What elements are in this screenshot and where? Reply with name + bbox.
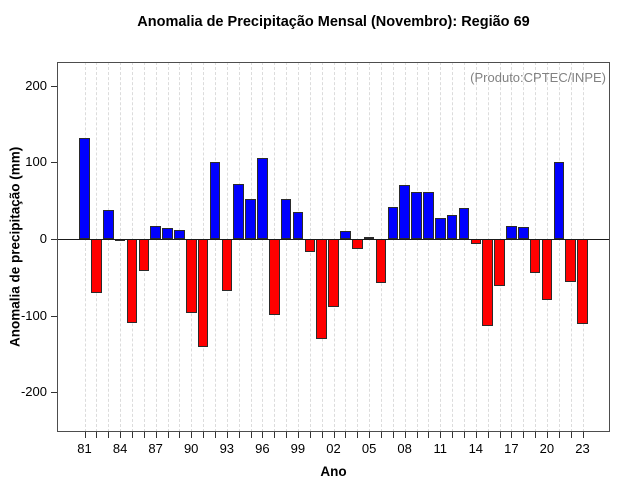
x-tick-label: 99 <box>290 441 306 456</box>
y-tick-label: 200 <box>25 77 47 93</box>
x-tick <box>369 432 371 438</box>
chart-title: Anomalia de Precipitação Mensal (Novembr… <box>137 14 530 30</box>
x-tick <box>535 432 537 438</box>
source-annotation: (Produto:CPTEC/INPE) <box>470 70 606 85</box>
x-tick <box>333 432 335 438</box>
x-tick <box>179 432 181 438</box>
x-tick <box>286 432 288 438</box>
y-tick-label: 100 <box>25 154 47 170</box>
x-tick <box>428 432 430 438</box>
x-tick <box>380 432 382 438</box>
y-tick-label: -200 <box>20 384 47 400</box>
y-tick <box>51 85 57 87</box>
x-tick-label: 87 <box>148 441 163 456</box>
x-tick <box>440 432 442 438</box>
x-tick <box>262 432 264 438</box>
x-tick <box>120 432 122 438</box>
x-tick-label: 08 <box>397 441 412 456</box>
y-axis-title: Anomalia de precipitação (mm) <box>7 146 23 348</box>
x-tick <box>321 432 323 438</box>
y-tick <box>51 162 57 164</box>
x-tick <box>523 432 525 438</box>
x-tick <box>357 432 359 438</box>
x-tick <box>499 432 501 438</box>
x-tick-label: 17 <box>504 441 519 456</box>
x-tick <box>475 432 477 438</box>
x-tick <box>452 432 454 438</box>
y-tick-label: 0 <box>39 231 47 246</box>
x-tick-label: 23 <box>575 441 590 456</box>
x-tick <box>582 432 584 438</box>
x-tick <box>191 432 193 438</box>
x-tick <box>238 432 240 438</box>
x-tick <box>416 432 418 438</box>
x-tick <box>463 432 465 438</box>
x-tick-label: 81 <box>77 441 92 456</box>
x-tick <box>167 432 169 438</box>
x-tick <box>511 432 513 438</box>
x-tick <box>392 432 394 438</box>
x-tick <box>214 432 216 438</box>
y-tick <box>51 315 57 317</box>
x-tick <box>226 432 228 438</box>
x-tick <box>131 432 133 438</box>
x-tick-label: 90 <box>183 441 199 456</box>
x-tick-label: 93 <box>219 441 235 456</box>
x-axis-title: Ano <box>320 464 347 479</box>
x-tick <box>108 432 110 438</box>
y-tick-label: -100 <box>20 307 47 323</box>
x-tick <box>570 432 572 438</box>
x-tick-label: 14 <box>468 441 484 456</box>
x-tick-label: 11 <box>433 441 447 456</box>
x-tick <box>250 432 252 438</box>
x-tick <box>558 432 560 438</box>
x-tick <box>143 432 145 438</box>
x-tick <box>274 432 276 438</box>
x-tick-label: 96 <box>255 441 270 456</box>
zero-line <box>57 239 610 240</box>
x-tick <box>487 432 489 438</box>
x-tick <box>404 432 406 438</box>
x-tick-label: 02 <box>326 441 341 456</box>
plot-frame <box>57 62 610 432</box>
x-tick <box>345 432 347 438</box>
x-tick <box>546 432 548 438</box>
x-tick <box>203 432 205 438</box>
x-tick-label: 84 <box>112 441 128 456</box>
x-tick <box>309 432 311 438</box>
x-tick-label: 05 <box>361 441 377 456</box>
x-tick <box>297 432 299 438</box>
x-tick <box>155 432 157 438</box>
y-tick <box>51 239 57 240</box>
x-tick <box>84 432 86 438</box>
y-tick <box>51 392 57 394</box>
x-tick <box>96 432 98 438</box>
x-tick-label: 20 <box>539 441 555 456</box>
